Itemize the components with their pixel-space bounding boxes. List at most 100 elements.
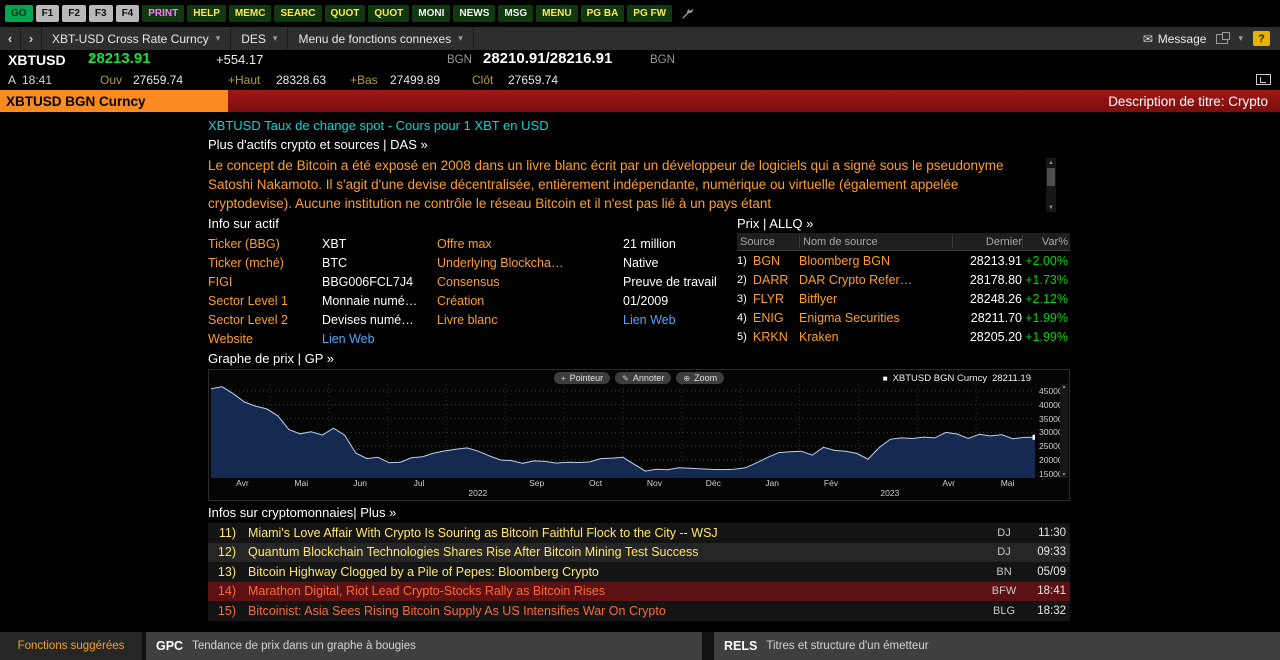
key-print[interactable]: PRINT bbox=[142, 5, 185, 22]
chart-tool-annotate[interactable]: ✎ Annoter bbox=[615, 372, 672, 384]
chart-section-header[interactable]: Graphe de prix | GP » bbox=[208, 351, 334, 366]
forward-button[interactable]: › bbox=[21, 27, 42, 50]
help-button[interactable]: ? bbox=[1253, 31, 1270, 46]
session-flag: A bbox=[8, 73, 17, 87]
price-row[interactable]: 2) DARR DAR Crypto Refer… 28178.80 +1.73% bbox=[737, 270, 1070, 289]
key-pg-fw[interactable]: PG FW bbox=[627, 5, 673, 22]
row-number: 3) bbox=[737, 292, 747, 305]
scroll-up-icon[interactable]: ▲ bbox=[1061, 384, 1067, 390]
news-headline: Bitcoinist: Asia Sees Rising Bitcoin Sup… bbox=[248, 603, 666, 618]
price-row[interactable]: 1) BGN Bloomberg BGN 28213.91 +2.00% bbox=[737, 251, 1070, 270]
chart-tool-pointer[interactable]: + Pointeur bbox=[553, 372, 611, 384]
price-table-body: 1) BGN Bloomberg BGN 28213.91 +2.00% 2) DARR DA… bbox=[737, 251, 1070, 346]
key-memc[interactable]: MEMC bbox=[228, 5, 272, 22]
price-section-header[interactable]: Prix | ALLQ » bbox=[737, 216, 814, 231]
source-code: KRKN bbox=[753, 329, 788, 344]
last-price: 28205.20 bbox=[969, 329, 1022, 344]
related-functions-menu[interactable]: Menu de fonctions connexes ▾ bbox=[288, 27, 474, 50]
x-axis-year-label: 2022 bbox=[468, 488, 488, 498]
key-msg[interactable]: MSG bbox=[498, 5, 534, 22]
zoom-icon: ⊕ bbox=[683, 373, 691, 383]
shortcut-gpc[interactable]: GPC Tendance de prix dans un graphe à bo… bbox=[146, 632, 702, 660]
shortcut-rels[interactable]: RELS Titres et structure d'un émetteur bbox=[714, 632, 1280, 660]
wrench-icon[interactable] bbox=[680, 7, 694, 20]
key-quot[interactable]: QUOT bbox=[324, 5, 366, 22]
info-row: Offre max 21 million bbox=[437, 234, 737, 253]
info-label: Consensus bbox=[437, 274, 500, 289]
scroll-up-icon[interactable]: ▲ bbox=[1048, 159, 1054, 166]
price-row[interactable]: 5) KRKN Kraken 28205.20 +1.99% bbox=[737, 327, 1070, 346]
scrollbar-thumb[interactable] bbox=[1047, 168, 1055, 186]
key-f2[interactable]: F2 bbox=[62, 5, 86, 22]
news-number: 14) bbox=[217, 584, 236, 599]
pointer-icon: + bbox=[560, 373, 566, 383]
x-axis-label: Oct bbox=[588, 478, 603, 488]
key-f3[interactable]: F3 bbox=[88, 5, 113, 22]
shortcut-desc: Tendance de prix dans un graphe à bougie… bbox=[192, 640, 416, 652]
news-source: DJ bbox=[997, 526, 1011, 539]
price-row[interactable]: 4) ENIG Enigma Securities 28211.70 +1.99% bbox=[737, 308, 1070, 327]
news-item[interactable]: 12) Quantum Blockchain Technologies Share… bbox=[208, 542, 1070, 562]
chart-legend: ■ XBTUSD BGN Curncy 28211.19 bbox=[883, 373, 1031, 384]
col-header-source: Source bbox=[740, 235, 775, 248]
top-toolbar: GO F1 F2 F3 F4 PRINT HELP MEMC SEARC QUOT QUOT MONI… bbox=[0, 0, 1280, 27]
news-headline: Quantum Blockchain Technologies Shares R… bbox=[248, 545, 699, 560]
news-item[interactable]: 15) Bitcoinist: Asia Sees Rising Bitcoin … bbox=[208, 601, 1070, 621]
news-section-header[interactable]: Infos sur cryptomonnaies| Plus » bbox=[208, 505, 397, 520]
y-axis-label: 30000 bbox=[1039, 427, 1063, 438]
suggested-functions-button[interactable]: Fonctions suggérées bbox=[0, 632, 142, 660]
info-row: Website Lien Web bbox=[208, 329, 436, 348]
web-link[interactable]: Lien Web bbox=[623, 312, 676, 327]
back-button[interactable]: ‹ bbox=[0, 27, 21, 50]
chart-x-axis: Avr Mai Jun Jul Sep Oct Nov Déc Jan Fév Avr Mai 2022… bbox=[211, 477, 1035, 501]
key-f4[interactable]: F4 bbox=[115, 5, 140, 22]
security-selector[interactable]: XBT-USD Cross Rate Curncy ▾ bbox=[42, 27, 232, 50]
chart-scrollbar[interactable]: ▲ ▼ bbox=[1060, 384, 1068, 478]
quote-time: 18:41 bbox=[22, 73, 53, 87]
crypto-sources-link[interactable]: Plus d'actifs crypto et sources | DAS » bbox=[208, 137, 428, 152]
scroll-down-icon[interactable]: ▼ bbox=[1048, 204, 1054, 211]
x-axis-label: Nov bbox=[646, 478, 662, 488]
info-value: Monnaie numé… bbox=[322, 293, 418, 308]
source-name: Bloomberg BGN bbox=[799, 253, 891, 268]
chart-tool-zoom[interactable]: ⊕ Zoom bbox=[676, 372, 725, 384]
info-label: FIGI bbox=[208, 274, 233, 289]
description-scrollbar[interactable]: ▲ ▼ bbox=[1046, 158, 1056, 212]
panel-icon[interactable] bbox=[1216, 31, 1231, 44]
key-pg-ba[interactable]: PG BA bbox=[580, 5, 625, 22]
news-headline: Bitcoin Highway Clogged by a Pile of Pep… bbox=[248, 564, 599, 579]
web-link[interactable]: Lien Web bbox=[322, 331, 375, 346]
news-time: 18:41 bbox=[1037, 585, 1066, 598]
message-button[interactable]: ✉ Message bbox=[1143, 32, 1207, 46]
info-label: Ticker (BBG) bbox=[208, 236, 280, 251]
news-item[interactable]: 13) Bitcoin Highway Clogged by a Pile of … bbox=[208, 562, 1070, 582]
key-menu[interactable]: MENU bbox=[536, 5, 578, 22]
row-number: 5) bbox=[737, 330, 747, 343]
key-moni[interactable]: MONI bbox=[412, 5, 451, 22]
price-row[interactable]: 3) FLYR Bitflyer 28248.26 +2.12% bbox=[737, 289, 1070, 308]
col-header-name: Nom de source bbox=[799, 235, 952, 248]
news-time: 18:32 bbox=[1037, 604, 1066, 617]
monitor-icon[interactable] bbox=[1256, 74, 1271, 85]
pct-change: +1.73% bbox=[1025, 272, 1068, 287]
envelope-icon: ✉ bbox=[1142, 31, 1153, 46]
key-quot[interactable]: QUOT bbox=[368, 5, 410, 22]
news-headline: Miami's Love Affair With Crypto Is Souri… bbox=[248, 525, 718, 540]
high-value: 28328.63 bbox=[276, 73, 327, 87]
open-label: Ouv bbox=[100, 73, 123, 87]
footer-bar: Fonctions suggérées GPC Tendance de prix… bbox=[0, 630, 1280, 660]
function-selector[interactable]: DES ▾ bbox=[231, 27, 289, 50]
news-number: 15) bbox=[217, 603, 236, 618]
price-chart-plot[interactable] bbox=[210, 384, 1038, 478]
news-source: DJ bbox=[997, 546, 1011, 559]
low-label: +Bas bbox=[350, 73, 378, 87]
key-go[interactable]: GO bbox=[5, 5, 33, 22]
news-item[interactable]: 11) Miami's Love Affair With Crypto Is So… bbox=[208, 523, 1070, 543]
scroll-down-icon[interactable]: ▼ bbox=[1061, 472, 1067, 478]
key-news[interactable]: NEWS bbox=[453, 5, 496, 22]
news-item[interactable]: 14) Marathon Digital, Riot Lead Crypto-St… bbox=[208, 581, 1070, 601]
key-help[interactable]: HELP bbox=[187, 5, 226, 22]
function-navbar: ‹ › XBT-USD Cross Rate Curncy ▾ DES ▾ Me… bbox=[0, 27, 1280, 50]
key-f1[interactable]: F1 bbox=[35, 5, 60, 22]
key-searc[interactable]: SEARC bbox=[274, 5, 322, 22]
